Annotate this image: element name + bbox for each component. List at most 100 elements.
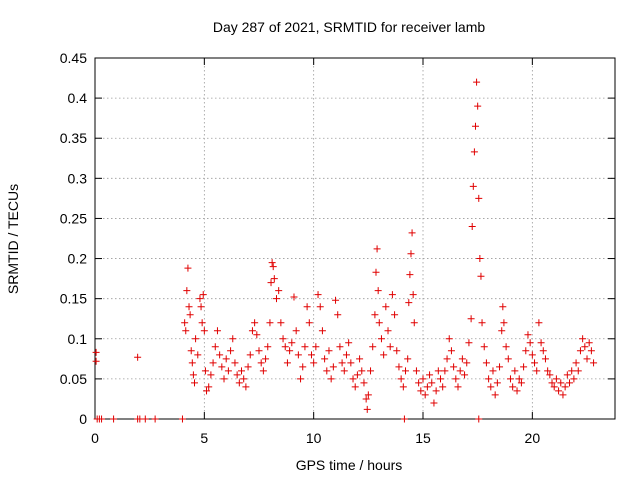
data-point xyxy=(297,375,305,383)
data-point xyxy=(255,347,263,355)
y-axis: 0 0.05 0.1 0.15 0.2 0.25 0.3 0.35 0.4 0.45 xyxy=(60,50,615,427)
data-point xyxy=(281,343,289,351)
data-point xyxy=(539,347,547,355)
data-point xyxy=(360,379,368,387)
data-point xyxy=(332,296,340,304)
data-point xyxy=(342,351,350,359)
x-tick-label: 10 xyxy=(306,430,322,446)
y-tick-label: 0.25 xyxy=(60,210,87,226)
data-point xyxy=(475,415,483,423)
data-point xyxy=(421,391,429,399)
data-point xyxy=(432,387,440,395)
x-tick-label: 5 xyxy=(200,430,208,446)
data-point xyxy=(229,335,237,343)
data-point xyxy=(441,367,449,375)
data-point xyxy=(423,383,431,391)
data-point xyxy=(498,327,506,335)
x-axis-label: GPS time / hours xyxy=(296,457,403,473)
data-point xyxy=(325,347,333,355)
data-point xyxy=(491,391,499,399)
data-point xyxy=(257,359,265,367)
data-point xyxy=(572,359,580,367)
data-point xyxy=(445,335,453,343)
y-tick-label: 0.4 xyxy=(68,90,88,106)
data-points xyxy=(92,78,598,423)
data-point xyxy=(375,319,383,327)
data-point xyxy=(345,339,353,347)
data-point xyxy=(456,367,464,375)
y-tick-label: 0.45 xyxy=(60,50,87,66)
data-point xyxy=(299,363,307,371)
data-point xyxy=(537,339,545,347)
data-point xyxy=(294,351,302,359)
data-point xyxy=(469,182,477,190)
data-point xyxy=(283,359,291,367)
data-point xyxy=(231,359,239,367)
data-point xyxy=(415,379,423,387)
data-point xyxy=(579,335,587,343)
data-point xyxy=(364,391,372,399)
data-point xyxy=(323,367,331,375)
data-point xyxy=(227,347,235,355)
data-point xyxy=(581,343,589,351)
data-point xyxy=(468,222,476,230)
data-point xyxy=(316,303,324,311)
data-point xyxy=(384,327,392,335)
data-point xyxy=(386,343,394,351)
data-point xyxy=(548,379,556,387)
data-point xyxy=(336,343,344,351)
data-point xyxy=(474,102,482,110)
data-point xyxy=(552,375,560,383)
y-tick-label: 0.3 xyxy=(68,170,88,186)
data-point xyxy=(380,351,388,359)
data-point xyxy=(382,303,390,311)
data-point xyxy=(279,335,287,343)
data-point xyxy=(301,343,309,351)
data-point xyxy=(475,194,483,202)
data-point xyxy=(520,363,528,371)
data-point xyxy=(178,415,186,423)
data-point xyxy=(268,259,276,267)
data-point xyxy=(461,371,469,379)
data-point xyxy=(373,245,381,253)
data-point xyxy=(358,367,366,375)
data-point xyxy=(205,383,213,391)
data-point xyxy=(428,379,436,387)
data-point xyxy=(473,78,481,86)
data-point xyxy=(307,351,315,359)
data-point xyxy=(92,357,100,365)
data-point xyxy=(222,355,230,363)
data-point xyxy=(224,367,232,375)
chart-title: Day 287 of 2021, SRMTID for receiver lam… xyxy=(213,19,486,35)
data-point xyxy=(290,293,298,301)
data-point xyxy=(434,367,442,375)
data-point xyxy=(197,303,205,311)
data-point xyxy=(347,359,355,367)
data-point xyxy=(452,375,460,383)
data-point xyxy=(374,287,382,295)
data-point xyxy=(395,363,403,371)
data-point xyxy=(321,355,329,363)
data-point xyxy=(546,371,554,379)
data-point xyxy=(447,347,455,355)
data-point xyxy=(134,353,142,361)
data-point xyxy=(192,335,200,343)
data-point xyxy=(417,387,425,395)
data-point xyxy=(292,327,300,335)
data-point xyxy=(544,367,552,375)
data-point xyxy=(329,363,337,371)
data-point xyxy=(242,383,250,391)
data-point xyxy=(502,343,510,351)
data-point xyxy=(372,268,380,276)
data-point xyxy=(550,383,558,391)
data-point xyxy=(504,355,512,363)
plot-frame xyxy=(94,57,616,420)
y-tick-label: 0 xyxy=(79,411,87,427)
data-point xyxy=(493,379,501,387)
data-point xyxy=(477,272,485,280)
data-point xyxy=(182,327,190,335)
data-point xyxy=(557,379,565,387)
data-point xyxy=(511,367,519,375)
x-tick-label: 15 xyxy=(415,430,431,446)
